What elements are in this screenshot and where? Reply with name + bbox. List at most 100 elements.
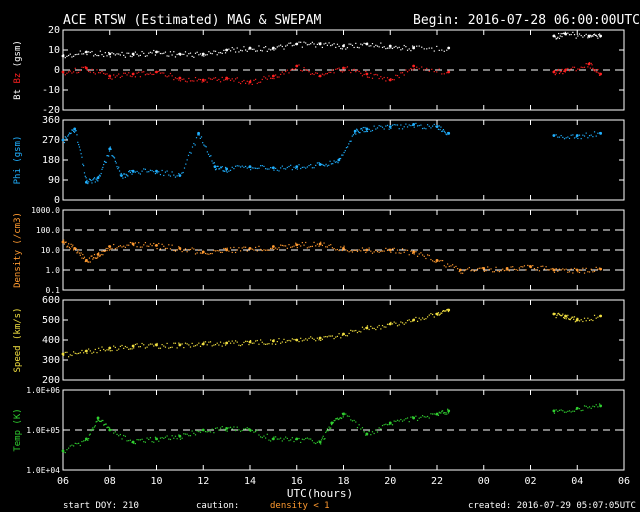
point-phi-2: 1, 80 [84, 180, 88, 184]
point-phi-11: 7, 140 [225, 167, 229, 171]
trace-dot-bz [428, 70, 430, 72]
trace-dot-temp [300, 441, 302, 444]
trace-dot-bz [300, 69, 302, 72]
trace-dot-density [560, 269, 562, 271]
trace-dot-bt [318, 42, 320, 44]
trace-dot-speed [131, 348, 133, 350]
trace-dot-density [523, 265, 526, 267]
trace-dot-temp [206, 431, 208, 433]
trace-dot-phi [236, 165, 238, 167]
trace-dot-density [321, 244, 323, 246]
trace-dot-phi [95, 178, 97, 180]
trace-dot-temp [91, 428, 93, 431]
trace-dot-phi [200, 136, 203, 138]
trace-dot-phi [77, 141, 79, 143]
ylabel-speed: Speed (km/s) [13, 307, 23, 372]
trace-dot-temp [116, 433, 118, 435]
trace-dot-speed [76, 353, 78, 355]
point-bz-15: 15, 2 [412, 64, 416, 68]
trace-dot-density [550, 268, 552, 270]
point-phi-13: 9, 145 [271, 166, 275, 170]
trace-dot-bt [333, 43, 335, 45]
trace-dot-density [443, 265, 445, 267]
trace-dot-phi [339, 157, 342, 160]
series-density: 0, 250.5, 121, 31.5, 62, 153, 204, 175, … [61, 239, 603, 274]
trace-dot-bt [438, 49, 440, 51]
trace-dot-temp [189, 435, 192, 437]
trace-dot-speed [63, 354, 65, 357]
trace-dot-speed [98, 347, 100, 349]
trace-dot-temp [199, 431, 202, 433]
trace-dot-bt [248, 48, 250, 50]
trace-dot-bt [263, 46, 265, 49]
trace-dot-bt [256, 50, 258, 52]
trace-dot-speed [161, 343, 163, 346]
trace-dot-temp [87, 439, 89, 441]
trace-dot-bt [71, 56, 73, 58]
trace-dot-bt [348, 43, 350, 45]
trace-dot-bt [153, 49, 155, 52]
trace-dot-bz [591, 64, 593, 66]
trace-dot-temp [261, 436, 263, 439]
trace-dot-density [487, 266, 489, 268]
trace-dot-density [188, 249, 190, 251]
trace-dot-bt [193, 56, 195, 58]
xtick-label-1: 08 [104, 476, 116, 487]
trace-dot-temp [76, 443, 78, 445]
trace-dot-temp [558, 409, 561, 412]
trace-bt [63, 31, 601, 59]
trace-dot-density [497, 270, 499, 272]
trace-dot-phi [344, 150, 346, 152]
trace-dot-phi [151, 170, 153, 172]
trace-dot-density [495, 266, 497, 268]
trace-dot-speed [578, 320, 581, 322]
trace-dot-temp [231, 428, 233, 430]
trace-dot-temp [102, 419, 104, 422]
trace-dot-temp [233, 426, 235, 428]
trace-dot-temp [164, 436, 167, 438]
trace-dot-bz [204, 79, 207, 81]
trace-dot-bt [203, 55, 205, 57]
trace-dot-speed [196, 344, 198, 346]
point-bz-9: 9, -3 [271, 74, 275, 78]
trace-dot-bz [560, 70, 562, 73]
point-phi-14: 10, 150 [295, 165, 299, 169]
trace-dot-density [483, 270, 485, 272]
trace-dot-phi [360, 128, 362, 130]
trace-dot-phi [332, 163, 334, 165]
trace-dot-bt [341, 48, 344, 50]
trace-dot-phi [98, 174, 101, 176]
trace-dot-phi [181, 172, 183, 174]
trace-dot-bt [93, 55, 95, 57]
trace-dot-bz [278, 76, 280, 78]
trace-dot-bt [316, 43, 318, 45]
trace-dot-temp [133, 442, 135, 444]
trace-dot-speed [263, 343, 265, 345]
trace-dot-bz [593, 70, 596, 72]
trace-dot-bt [251, 48, 253, 50]
trace-dot-phi [326, 165, 329, 167]
trace-dot-speed [181, 343, 183, 345]
trace-dot-density [558, 268, 561, 270]
trace-dot-temp [446, 413, 448, 415]
trace-dot-speed [321, 338, 323, 340]
trace-dot-bt [113, 53, 115, 55]
trace-dot-temp [332, 422, 334, 424]
trace-dot-bz [378, 77, 380, 80]
trace-dot-bt [443, 50, 445, 52]
trace-dot-bz [78, 71, 80, 74]
trace-dot-bz [554, 74, 556, 76]
trace-dot-temp [411, 416, 414, 418]
trace-dot-density [575, 268, 577, 270]
trace-dot-phi [108, 150, 111, 152]
trace-dot-temp [228, 427, 230, 429]
trace-dot-density [395, 252, 397, 254]
trace-dot-phi [66, 138, 68, 140]
trace-dot-speed [231, 340, 233, 342]
trace-dot-density [530, 266, 532, 269]
trace-dot-density [411, 252, 414, 254]
trace-dot-temp [361, 427, 364, 429]
trace-dot-bz [577, 68, 579, 70]
trace-dot-phi [595, 135, 597, 137]
trace-dot-density [85, 259, 87, 261]
